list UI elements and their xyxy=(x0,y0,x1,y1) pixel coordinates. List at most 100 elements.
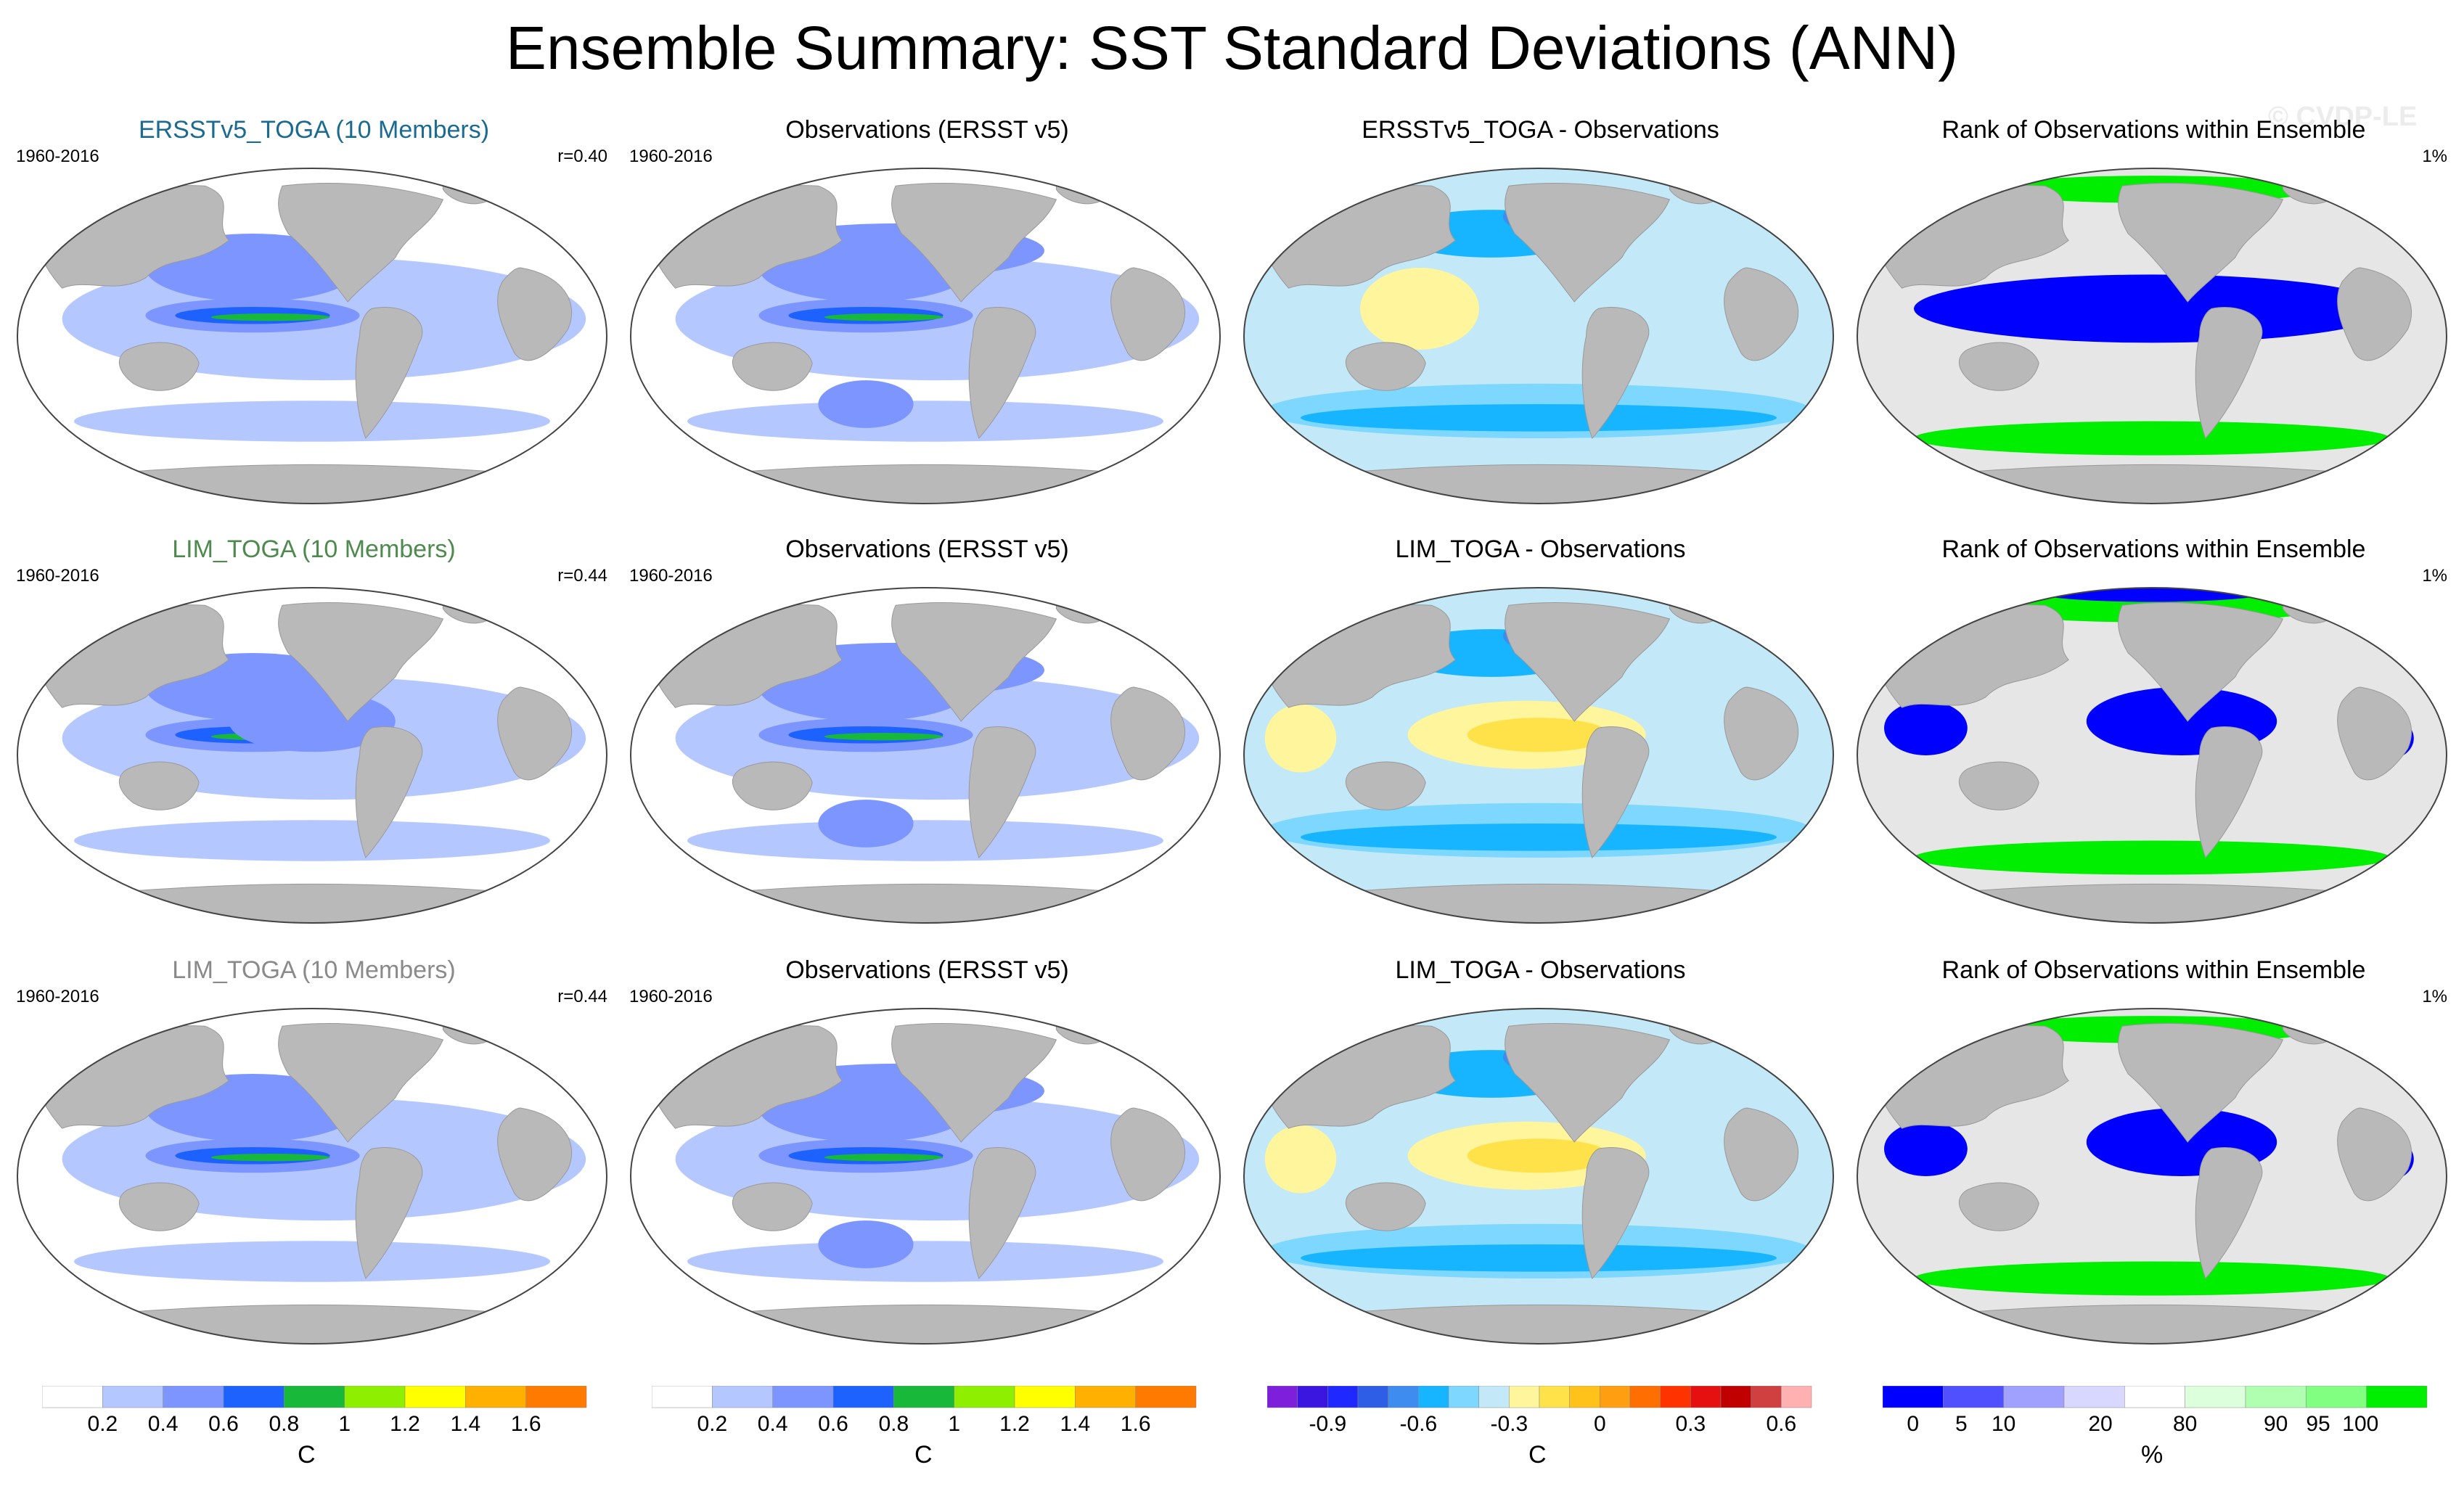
period-label: 1960-2016 xyxy=(16,566,99,586)
land-antarctica xyxy=(1330,884,1747,926)
panel-title: LIM_TOGA (10 Members) xyxy=(15,956,613,985)
colorbar-tick: 0.6 xyxy=(818,1412,848,1436)
colorbar-box xyxy=(284,1386,344,1408)
panel-title: LIM_TOGA (10 Members) xyxy=(15,535,613,564)
land-antarctica xyxy=(1944,884,2360,926)
colorbar-box xyxy=(1721,1386,1751,1408)
colorbar-tick: 0 xyxy=(1594,1412,1606,1436)
field-contour xyxy=(1914,841,2390,875)
panel-title: Rank of Observations within Ensemble xyxy=(1854,535,2453,564)
colorbar-box xyxy=(1883,1386,1943,1408)
map-panel: Rank of Observations within Ensemble 1% xyxy=(1854,956,2453,1363)
colorbar-box xyxy=(773,1386,833,1408)
field-contour xyxy=(687,401,1163,441)
panel-title: Rank of Observations within Ensemble xyxy=(1854,116,2453,144)
colorbar-tick: 0.4 xyxy=(148,1412,179,1436)
land-antarctica xyxy=(1944,464,2360,506)
land-antarctica xyxy=(717,464,1134,506)
colorbar-unit: C xyxy=(1528,1441,1547,1469)
colorbar-box xyxy=(224,1386,284,1408)
map-plot xyxy=(15,585,610,926)
field-contour xyxy=(1914,274,2390,342)
field-contour xyxy=(824,313,944,321)
colorbar-box xyxy=(1015,1386,1075,1408)
stat-label: 1% xyxy=(2422,566,2447,586)
field-contour xyxy=(824,1154,944,1161)
colorbar-unit: C xyxy=(914,1441,933,1469)
field-contour xyxy=(824,733,944,740)
colorbar-tick: 80 xyxy=(2173,1412,2197,1436)
colorbar-box xyxy=(1751,1386,1782,1408)
colorbar-rank: 0 5 10 20 80 90 95 100 % xyxy=(1883,1386,2442,1480)
map-plot xyxy=(628,1006,1223,1347)
map-plot xyxy=(628,585,1223,926)
map-panel: Rank of Observations within Ensemble 1% xyxy=(1854,116,2453,522)
colorbar-box xyxy=(1418,1386,1449,1408)
field-contour xyxy=(211,313,330,321)
land-antarctica xyxy=(104,884,520,926)
stat-label: 1% xyxy=(2422,987,2447,1007)
field-contour xyxy=(687,820,1163,861)
stat-label: r=0.44 xyxy=(557,987,607,1007)
land-antarctica xyxy=(1330,464,1747,506)
map-plot xyxy=(15,1006,610,1347)
colorbar-tick: 0.2 xyxy=(697,1412,727,1436)
colorbar-tick: 0.2 xyxy=(87,1412,118,1436)
colorbar-box xyxy=(465,1386,525,1408)
field-contour xyxy=(74,820,550,861)
field-contour xyxy=(1884,1122,1968,1176)
colorbar-box xyxy=(2064,1386,2124,1408)
colorbar-box xyxy=(1600,1386,1630,1408)
colorbar-tick: 0.8 xyxy=(878,1412,909,1436)
colorbar-tick: 0.6 xyxy=(208,1412,239,1436)
colorbar-tick: 1.4 xyxy=(1060,1412,1090,1436)
field-contour xyxy=(74,401,550,441)
colorbar-box xyxy=(1690,1386,1721,1408)
field-contour xyxy=(818,1220,913,1268)
panel-title: LIM_TOGA - Observations xyxy=(1241,956,1840,985)
colorbar-tick: 95 xyxy=(2306,1412,2330,1436)
map-plot xyxy=(1241,585,1836,926)
colorbar-tick: 100 xyxy=(2342,1412,2378,1436)
colorbar-tick: 1.6 xyxy=(511,1412,541,1436)
colorbar-tick: 1.2 xyxy=(390,1412,420,1436)
field-contour xyxy=(1884,701,1968,755)
colorbar-tick: 0.6 xyxy=(1766,1412,1796,1436)
map-panel: Observations (ERSST v5) 1960-2016 xyxy=(628,956,1227,1363)
colorbar-box xyxy=(1388,1386,1419,1408)
colorbar-tick: 0.3 xyxy=(1675,1412,1706,1436)
colorbar-box xyxy=(1358,1386,1388,1408)
field-contour xyxy=(74,1241,550,1281)
map-panel: LIM_TOGA (10 Members) 1960-2016 r=0.44 xyxy=(15,535,613,942)
land-antarctica xyxy=(104,1305,520,1347)
colorbar-stddev-obs: 0.2 0.4 0.6 0.8 1 1.2 1.4 1.6 C xyxy=(652,1386,1211,1480)
panel-title: Observations (ERSST v5) xyxy=(628,956,1227,985)
colorbar-stddev-model: 0.2 0.4 0.6 0.8 1 1.2 1.4 1.6 C xyxy=(42,1386,601,1480)
colorbar-box xyxy=(1327,1386,1358,1408)
colorbar-box xyxy=(1267,1386,1298,1408)
map-panel: LIM_TOGA - Observations xyxy=(1241,535,1840,942)
land-antarctica xyxy=(1944,1305,2360,1347)
colorbar-box xyxy=(2306,1386,2366,1408)
colorbar-box xyxy=(42,1386,102,1408)
map-panel: ERSSTv5_TOGA (10 Members) 1960-2016 r=0.40 xyxy=(15,116,613,522)
colorbar-tick: 0 xyxy=(1907,1412,1919,1436)
colorbar-box xyxy=(345,1386,405,1408)
map-panel: Observations (ERSST v5) 1960-2016 xyxy=(628,535,1227,942)
colorbar-box xyxy=(893,1386,954,1408)
field-contour xyxy=(1301,404,1777,432)
land-antarctica xyxy=(1330,1305,1747,1347)
colorbar-box xyxy=(405,1386,465,1408)
period-label: 1960-2016 xyxy=(16,147,99,167)
colorbar-box xyxy=(1781,1386,1812,1408)
period-label: 1960-2016 xyxy=(629,987,713,1007)
colorbar-tick: 5 xyxy=(1955,1412,1968,1436)
colorbar-box xyxy=(1630,1386,1661,1408)
field-contour xyxy=(1301,824,1777,851)
colorbar-tick: 0.4 xyxy=(758,1412,788,1436)
colorbar-unit: % xyxy=(2141,1441,2163,1469)
map-plot xyxy=(1241,1006,1836,1347)
field-contour xyxy=(1914,1262,2390,1296)
field-contour xyxy=(211,1154,330,1161)
colorbar-box xyxy=(1509,1386,1539,1408)
